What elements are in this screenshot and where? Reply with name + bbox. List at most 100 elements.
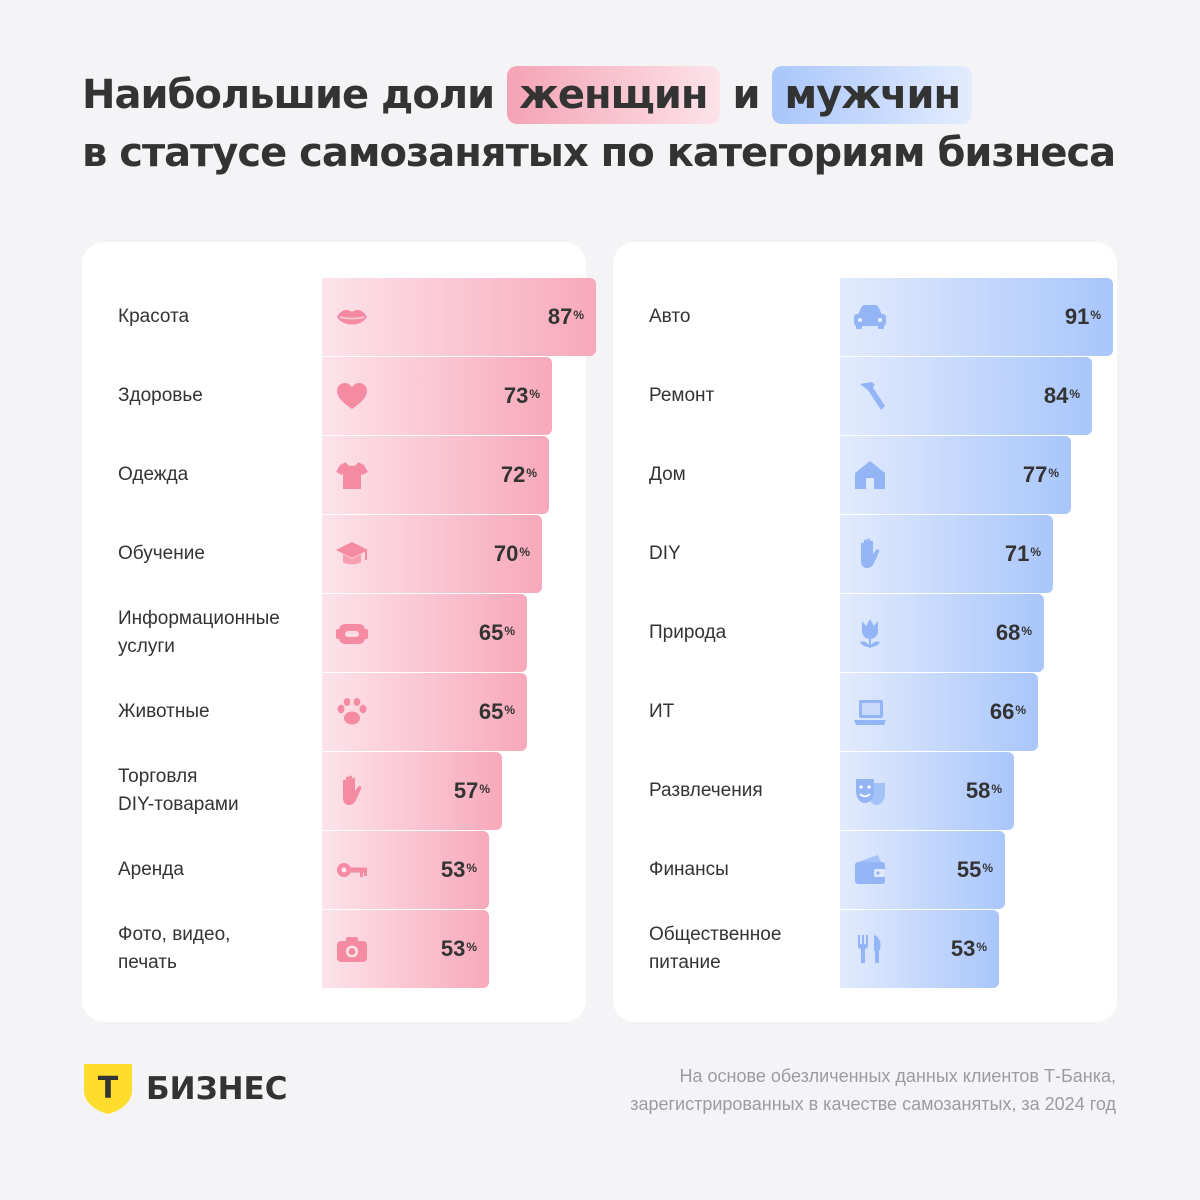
category-label: Авто: [649, 278, 849, 356]
women-highlight: женщин: [507, 66, 720, 124]
bar-value-label: 66%: [990, 673, 1026, 751]
category-label: Здоровье: [118, 357, 318, 435]
bar-value-number: 68: [995, 620, 1021, 645]
logo-mark: Т: [98, 1071, 119, 1106]
men-bar: 71%: [840, 515, 1053, 593]
bar-value-unit: %: [526, 466, 537, 480]
women-chart-row: Торговля DIY-товарами 57%: [82, 752, 586, 830]
footnote-line-2: зарегистрированных в качестве самозаняты…: [630, 1094, 1116, 1114]
bar-value-number: 57: [453, 778, 479, 803]
men-bar: 77%: [840, 436, 1071, 514]
bar-value-number: 65: [478, 699, 504, 724]
tshirt-icon: [334, 457, 370, 493]
bar-value-number: 72: [500, 462, 526, 487]
hand-icon: [334, 773, 370, 809]
category-label-line: Дом: [649, 464, 686, 485]
men-chart-row: Ремонт 84%: [613, 357, 1117, 435]
heart-icon: [334, 378, 370, 414]
category-label: Общественное питание: [649, 910, 849, 988]
men-chart-row: Природа 68%: [613, 594, 1117, 672]
category-label-line: Фото, видео,: [118, 924, 231, 945]
category-label-line: Животные: [118, 701, 210, 722]
category-label-line: Красота: [118, 306, 190, 327]
category-label: Природа: [649, 594, 849, 672]
bar-value-number: 71: [1004, 541, 1030, 566]
category-label-line: Здоровье: [118, 385, 203, 406]
bar-value-unit: %: [1021, 624, 1032, 638]
category-label: Развлечения: [649, 752, 849, 830]
men-bar: 66%: [840, 673, 1038, 751]
women-chart-row: Фото, видео, печать 53%: [82, 910, 586, 988]
men-bar: 58%: [840, 752, 1014, 830]
tulip-icon: [852, 615, 888, 651]
men-chart-row: Развлечения 58%: [613, 752, 1117, 830]
title-text-start: Наибольшие доли: [82, 72, 508, 118]
fork-knife-icon: [852, 931, 888, 967]
bar-value-label: 58%: [966, 752, 1002, 830]
category-label-line: Аренда: [118, 859, 184, 880]
bar-value-unit: %: [466, 861, 477, 875]
house-icon: [852, 457, 888, 493]
bar-value-number: 58: [965, 778, 991, 803]
bar-value-unit: %: [466, 940, 477, 954]
t-business-logo: Т БИЗНЕС: [82, 1062, 287, 1116]
men-chart-row: DIY 71%: [613, 515, 1117, 593]
category-label-line: Природа: [649, 622, 727, 643]
bar-value-label: 65%: [479, 594, 515, 672]
category-label-line: Одежда: [118, 464, 189, 485]
category-label-line: Финансы: [649, 859, 729, 880]
men-chart-row: Авто 91%: [613, 278, 1117, 356]
bar-value-number: 55: [956, 857, 982, 882]
title-line-2: в статусе самозанятых по категориям бизн…: [82, 130, 1116, 176]
bar-value-label: 65%: [479, 673, 515, 751]
wallet-icon: [852, 852, 888, 888]
bar-value-unit: %: [529, 387, 540, 401]
men-bar: 68%: [840, 594, 1044, 672]
category-label: Красота: [118, 278, 318, 356]
bar-value-unit: %: [991, 782, 1002, 796]
women-bar: 73%: [322, 357, 552, 435]
title-connector: и: [719, 72, 773, 118]
bar-value-unit: %: [1069, 387, 1080, 401]
bar-value-unit: %: [976, 940, 987, 954]
category-label-line: Обучение: [118, 543, 205, 564]
bar-value-label: 55%: [957, 831, 993, 909]
bar-value-number: 66: [989, 699, 1015, 724]
headset-icon: [334, 615, 370, 651]
category-label: Дом: [649, 436, 849, 514]
bar-value-label: 53%: [441, 910, 477, 988]
bar-value-label: 84%: [1044, 357, 1080, 435]
bar-value-unit: %: [573, 308, 584, 322]
women-chart-card: Красота 87% Здоровье 73% Одежда 72% Обучение 70…: [82, 242, 596, 1022]
bar-value-number: 77: [1022, 462, 1048, 487]
category-label: Животные: [118, 673, 318, 751]
women-bar: 53%: [322, 831, 489, 909]
bar-value-label: 57%: [454, 752, 490, 830]
bar-value-unit: %: [519, 545, 530, 559]
category-label: ИТ: [649, 673, 849, 751]
category-label: Аренда: [118, 831, 318, 909]
bar-value-number: 53: [440, 857, 466, 882]
women-chart-row: Обучение 70%: [82, 515, 586, 593]
category-label: DIY: [649, 515, 849, 593]
bar-value-label: 53%: [951, 910, 987, 988]
category-label-line: печать: [118, 952, 177, 973]
graduation-cap-icon: [334, 536, 370, 572]
category-label: Информационные услуги: [118, 594, 318, 672]
bar-value-unit: %: [1048, 466, 1059, 480]
women-chart-row: Аренда 53%: [82, 831, 586, 909]
bar-value-number: 84: [1043, 383, 1069, 408]
men-chart-row: Финансы 55%: [613, 831, 1117, 909]
hammer-icon: [852, 378, 888, 414]
bar-value-label: 70%: [494, 515, 530, 593]
women-bar: 70%: [322, 515, 542, 593]
women-bar: 72%: [322, 436, 549, 514]
bar-value-label: 53%: [441, 831, 477, 909]
category-label: Ремонт: [649, 357, 849, 435]
category-label-line: услуги: [118, 636, 175, 657]
bar-value-label: 71%: [1005, 515, 1041, 593]
theater-mask-icon: [852, 773, 888, 809]
men-chart-card: Авто 91% Ремонт 84% Дом 77% DIY 71% Природа 68% ИТ…: [613, 242, 1117, 1022]
bar-value-unit: %: [982, 861, 993, 875]
men-chart-row: Дом 77%: [613, 436, 1117, 514]
